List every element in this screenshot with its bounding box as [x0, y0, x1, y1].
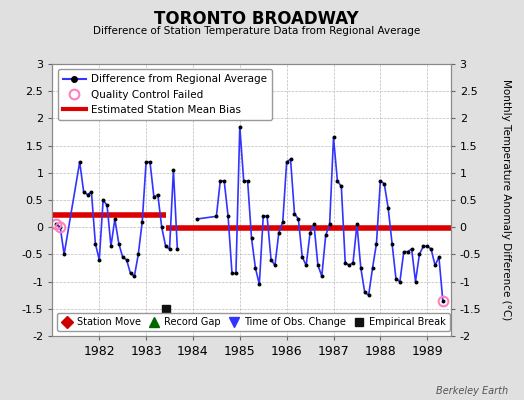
Point: [435, 254, 443, 260]
Point: [341, 259, 350, 266]
Point: [290, 210, 299, 217]
Point: [154, 191, 162, 198]
Point: [142, 159, 150, 165]
Point: [95, 257, 103, 263]
Point: [400, 248, 408, 255]
Point: [275, 230, 283, 236]
Point: [365, 292, 373, 298]
Point: [251, 265, 259, 271]
Point: [396, 278, 404, 285]
Point: [130, 273, 138, 279]
Point: [103, 202, 111, 209]
Point: [107, 243, 115, 250]
Point: [368, 265, 377, 271]
Point: [80, 189, 88, 195]
Point: [83, 191, 92, 198]
Point: [388, 240, 396, 247]
Point: [337, 183, 345, 190]
Point: [411, 278, 420, 285]
Point: [75, 159, 84, 165]
Point: [150, 194, 158, 200]
Point: [286, 156, 294, 162]
Text: Difference of Station Temperature Data from Regional Average: Difference of Station Temperature Data f…: [93, 26, 420, 36]
Point: [123, 257, 131, 263]
Point: [91, 240, 100, 247]
Point: [247, 235, 256, 241]
Point: [333, 178, 342, 184]
Point: [427, 246, 435, 252]
Point: [232, 270, 240, 277]
Text: TORONTO BROADWAY: TORONTO BROADWAY: [155, 10, 359, 28]
Point: [361, 289, 369, 296]
Point: [294, 216, 302, 222]
Point: [353, 221, 361, 228]
Point: [134, 251, 143, 258]
Point: [52, 221, 60, 228]
Point: [126, 270, 135, 277]
Point: [118, 254, 127, 260]
Point: [259, 213, 267, 220]
Point: [392, 276, 400, 282]
Point: [169, 167, 178, 173]
Point: [279, 218, 287, 225]
Point: [318, 273, 326, 279]
Legend: Station Move, Record Gap, Time of Obs. Change, Empirical Break: Station Move, Record Gap, Time of Obs. C…: [57, 313, 450, 331]
Point: [357, 265, 365, 271]
Point: [372, 240, 380, 247]
Point: [419, 243, 428, 250]
Point: [302, 262, 310, 268]
Point: [255, 281, 264, 288]
Point: [349, 259, 357, 266]
Point: [282, 159, 291, 165]
Point: [216, 178, 224, 184]
Point: [322, 232, 330, 238]
Point: [329, 134, 337, 141]
Point: [267, 257, 275, 263]
Point: [173, 246, 181, 252]
Point: [161, 243, 170, 250]
Point: [380, 180, 388, 187]
Point: [431, 262, 439, 268]
Point: [111, 216, 119, 222]
Point: [345, 262, 353, 268]
Text: Berkeley Earth: Berkeley Earth: [436, 386, 508, 396]
Point: [439, 298, 447, 304]
Point: [99, 197, 107, 203]
Point: [138, 218, 146, 225]
Point: [376, 178, 385, 184]
Point: [384, 205, 392, 211]
Point: [415, 251, 423, 258]
Point: [403, 248, 412, 255]
Point: [239, 178, 248, 184]
Point: [271, 262, 279, 268]
Point: [224, 213, 232, 220]
Point: [193, 216, 201, 222]
Point: [236, 123, 244, 130]
Point: [244, 178, 252, 184]
Point: [306, 230, 314, 236]
Point: [408, 246, 416, 252]
Point: [310, 221, 318, 228]
Point: [60, 251, 68, 258]
Point: [314, 262, 322, 268]
Y-axis label: Monthly Temperature Anomaly Difference (°C): Monthly Temperature Anomaly Difference (…: [501, 79, 511, 321]
Point: [166, 246, 174, 252]
Point: [56, 224, 64, 230]
Point: [115, 240, 123, 247]
Point: [87, 189, 95, 195]
Point: [220, 178, 228, 184]
Point: [423, 243, 431, 250]
Point: [212, 213, 221, 220]
Point: [325, 221, 334, 228]
Point: [228, 270, 236, 277]
Point: [298, 254, 307, 260]
Point: [263, 213, 271, 220]
Point: [146, 159, 154, 165]
Point: [158, 224, 166, 230]
